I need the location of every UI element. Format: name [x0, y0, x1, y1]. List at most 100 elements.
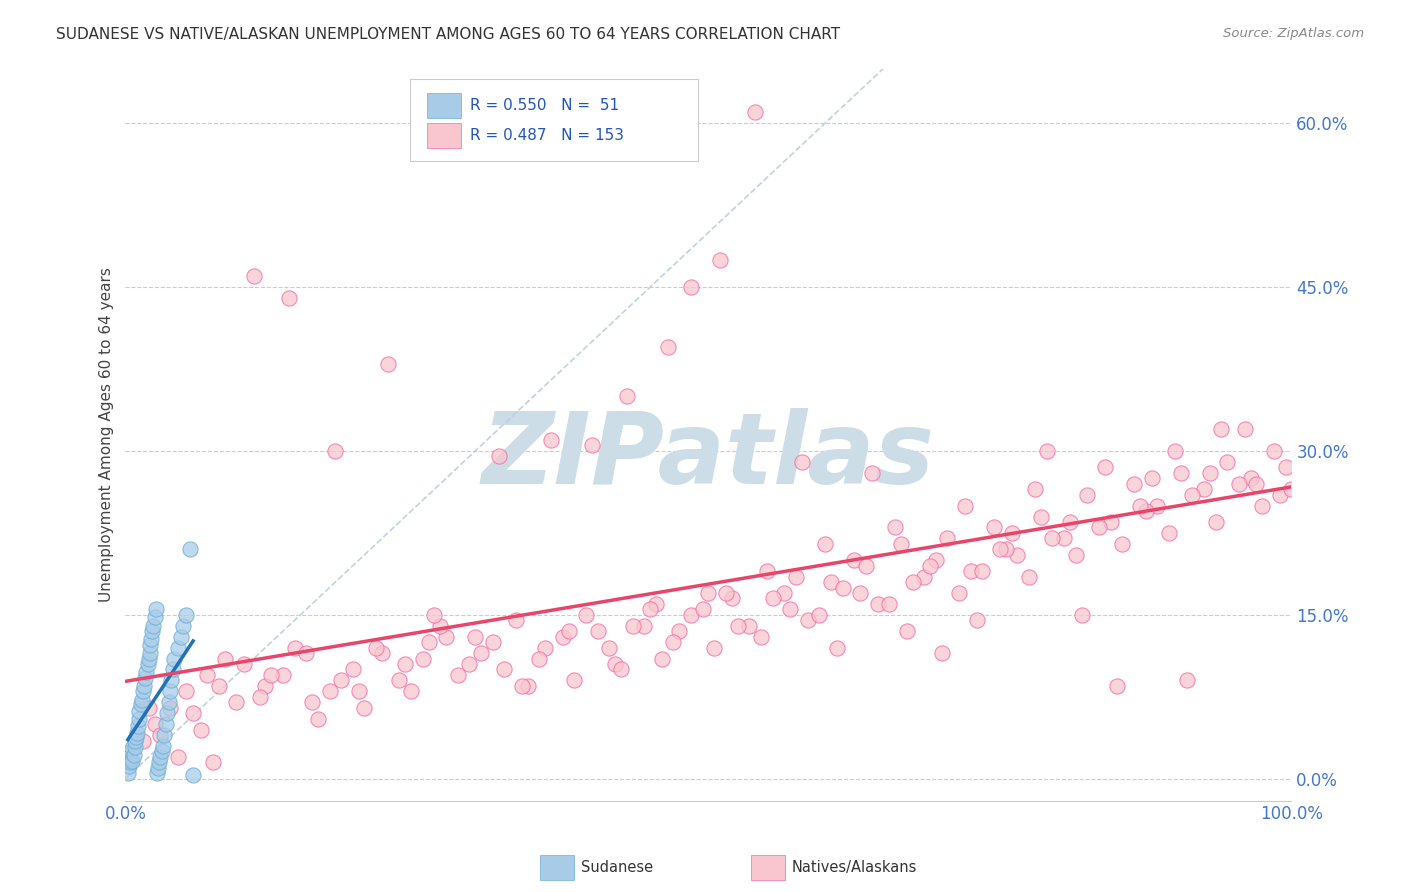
Point [143, 610, 166, 624]
Point [121, 754, 143, 768]
Point [1064, 548, 1087, 562]
Text: R = 0.487   N = 153: R = 0.487 N = 153 [471, 128, 624, 144]
Point [301, 695, 323, 709]
Point [120, 744, 142, 758]
Point [120, 756, 142, 770]
Point [1181, 488, 1204, 502]
Point [814, 537, 837, 551]
Point [174, 607, 197, 622]
Point [201, 756, 224, 770]
Point [516, 679, 538, 693]
Point [163, 651, 186, 665]
Point [1175, 673, 1198, 688]
Point [657, 340, 679, 354]
Point [127, 719, 149, 733]
Text: ZIPatlas: ZIPatlas [482, 408, 935, 505]
Point [1111, 537, 1133, 551]
Point [124, 733, 146, 747]
Point [610, 663, 633, 677]
Point [260, 668, 283, 682]
Point [146, 761, 169, 775]
Point [785, 569, 807, 583]
Point [135, 665, 157, 679]
Point [651, 651, 673, 665]
Point [1007, 548, 1029, 562]
Point [148, 756, 170, 770]
Point [790, 455, 813, 469]
Point [1246, 476, 1268, 491]
Point [749, 630, 772, 644]
Point [529, 651, 551, 665]
Point [117, 766, 139, 780]
Y-axis label: Unemployment Among Ages 60 to 64 years: Unemployment Among Ages 60 to 64 years [100, 267, 114, 602]
Point [132, 733, 155, 747]
Point [720, 591, 742, 606]
Point [225, 695, 247, 709]
Point [621, 619, 644, 633]
Point [605, 657, 627, 671]
Point [150, 744, 173, 758]
Point [162, 663, 184, 677]
Point [121, 741, 143, 756]
Point [277, 291, 299, 305]
Point [860, 466, 883, 480]
Point [399, 684, 422, 698]
Point [347, 684, 370, 698]
Point [124, 740, 146, 755]
Point [138, 700, 160, 714]
Point [131, 693, 153, 707]
Point [353, 700, 375, 714]
Point [412, 651, 434, 665]
Point [208, 679, 231, 693]
Point [1059, 515, 1081, 529]
Point [138, 651, 160, 665]
Point [139, 646, 162, 660]
Point [134, 671, 156, 685]
Point [181, 768, 204, 782]
Point [423, 607, 446, 622]
Point [692, 602, 714, 616]
Point [1216, 455, 1239, 469]
Point [318, 684, 340, 698]
Point [925, 553, 948, 567]
Point [249, 690, 271, 704]
Point [366, 640, 388, 655]
Point [959, 564, 981, 578]
Point [983, 520, 1005, 534]
Point [855, 558, 877, 573]
Point [1227, 476, 1250, 491]
Point [896, 624, 918, 639]
Point [1135, 504, 1157, 518]
Point [1233, 422, 1256, 436]
Point [394, 657, 416, 671]
Point [1070, 607, 1092, 622]
Point [633, 619, 655, 633]
Point [149, 728, 172, 742]
Point [679, 607, 702, 622]
Point [540, 433, 562, 447]
Legend:  [1274, 76, 1285, 87]
Point [149, 750, 172, 764]
Point [1076, 488, 1098, 502]
Point [738, 619, 761, 633]
Point [761, 591, 783, 606]
Point [744, 105, 766, 120]
Point [557, 624, 579, 639]
Point [1099, 515, 1122, 529]
Point [214, 651, 236, 665]
Point [1018, 569, 1040, 583]
Point [141, 624, 163, 639]
Point [128, 712, 150, 726]
Point [1105, 679, 1128, 693]
Point [153, 728, 176, 742]
Point [160, 673, 183, 688]
Point [890, 537, 912, 551]
Point [342, 663, 364, 677]
Point [458, 657, 481, 671]
Point [371, 646, 394, 660]
Point [145, 602, 167, 616]
Point [122, 747, 145, 762]
Point [159, 684, 181, 698]
Point [167, 750, 190, 764]
Point [271, 668, 294, 682]
